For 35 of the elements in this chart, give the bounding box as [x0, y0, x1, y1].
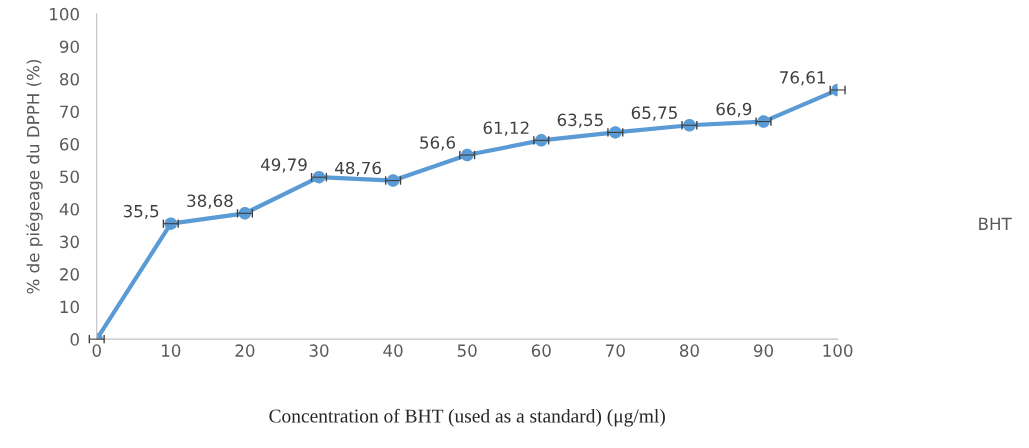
x-tick-label: 0 [92, 344, 101, 357]
y-tick-label: 70 [60, 105, 79, 119]
y-tick-label: 0 [70, 333, 79, 346]
x-tick-label: 20 [235, 344, 255, 357]
x-tick-label: 50 [457, 344, 477, 357]
y-tick-label: 90 [59, 40, 79, 53]
y-tick-label: 100 [50, 7, 79, 21]
data-label: 66,9 [716, 102, 752, 117]
y-tick-label: 40 [59, 203, 79, 216]
data-label: 48,76 [335, 161, 381, 176]
y-tick-label: 30 [60, 235, 79, 249]
x-tick-label: 100 [823, 344, 853, 357]
x-tick-label: 30 [309, 344, 329, 357]
data-label: 65,75 [631, 106, 677, 121]
x-axis-title: Concentration of BHT (used as a standard) (μg/ml) [269, 408, 665, 427]
x-tick-label: 70 [606, 344, 625, 357]
data-label: 49,79 [260, 158, 307, 173]
y-axis-title: % de piégeage du DPPH (%) [25, 59, 43, 294]
x-tick-label: 40 [383, 344, 403, 357]
y-tick-label: 20 [60, 268, 79, 281]
x-tick-label: 80 [679, 344, 699, 357]
x-tick-label: 10 [162, 344, 181, 357]
x-tick-label: 90 [753, 344, 774, 357]
data-label: 35,5 [123, 204, 159, 220]
y-tick-label: 50 [60, 170, 79, 184]
data-label: 63,55 [557, 113, 603, 128]
x-tick-label: 60 [531, 344, 551, 357]
text: BHT [979, 217, 1012, 230]
data-label: 38,68 [187, 194, 233, 209]
data-label: 76,61 [780, 71, 825, 86]
data-label: 56,6 [420, 136, 456, 151]
y-tick-label: 10 [60, 300, 79, 314]
y-tick-label: 60 [60, 137, 79, 151]
data-label: 61,12 [483, 121, 529, 136]
y-tick-label: 80 [59, 72, 79, 86]
